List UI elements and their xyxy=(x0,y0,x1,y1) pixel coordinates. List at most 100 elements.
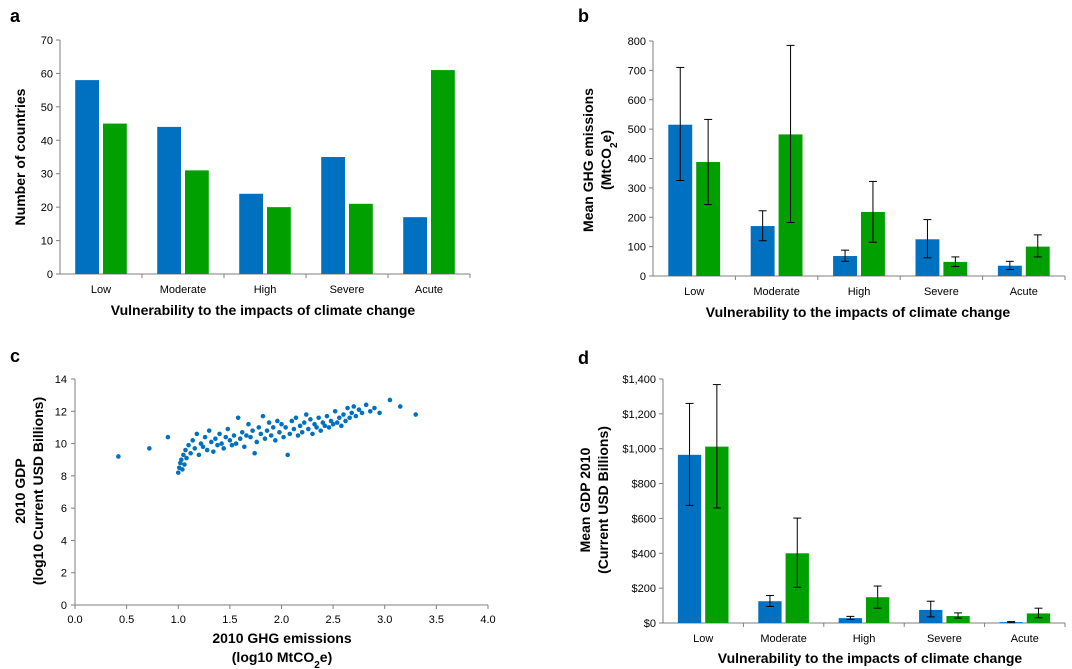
chart-a-bar xyxy=(239,193,263,274)
chart-c-point xyxy=(262,436,268,442)
chart-d-bar xyxy=(838,618,862,623)
chart-b-ytick-label: 700 xyxy=(628,65,646,77)
chart-c-point xyxy=(268,433,274,438)
chart-c-point xyxy=(242,444,247,450)
chart-a-bar xyxy=(403,217,427,274)
chart-c-point xyxy=(279,421,284,427)
chart-d-bar xyxy=(705,446,729,623)
chart-c-point xyxy=(283,425,288,430)
chart-c-point xyxy=(318,428,324,433)
chart-d-xtick-label: Severe xyxy=(927,633,962,645)
chart-a-xtick-label: High xyxy=(254,284,277,296)
chart-b-bar xyxy=(861,211,885,276)
chart-c-ytick-label: 8 xyxy=(61,471,67,483)
chart-c-ytick-label: 10 xyxy=(55,439,67,451)
chart-a-xlabel: Vulnerability to the impacts of climate … xyxy=(111,302,416,318)
chart-c-point xyxy=(330,421,336,427)
chart-d-xtick-label: High xyxy=(853,633,876,645)
panel-label-d: d xyxy=(578,348,589,368)
chart-c-ytick-label: 14 xyxy=(55,374,67,386)
chart-c-point xyxy=(297,423,303,429)
chart-c-point xyxy=(235,415,241,421)
chart-a-xtick-label: Moderate xyxy=(160,284,206,296)
chart-b-xtick-label: Moderate xyxy=(753,286,799,298)
chart-c-point xyxy=(165,434,171,440)
chart-c-xtick-label: 1.5 xyxy=(222,614,237,626)
chart-d-ytick-label: $1,200 xyxy=(622,409,656,421)
chart-a-bar xyxy=(349,203,373,274)
chart-c-point xyxy=(275,418,280,424)
chart-d-ytick-label: $200 xyxy=(632,583,656,595)
panel-label-a: a xyxy=(10,6,21,26)
chart-d-ytick-label: $0 xyxy=(644,618,656,630)
chart-b-bar xyxy=(1025,246,1050,276)
chart-c-ylabel: 2010 GDP xyxy=(12,458,28,523)
chart-b-ytick-label: 800 xyxy=(628,36,646,48)
chart-a-bar xyxy=(157,126,181,275)
chart-a-xtick-label: Severe xyxy=(330,284,365,296)
chart-c-point xyxy=(372,405,377,411)
chart-c-point xyxy=(254,439,260,445)
chart-d-ytick-label: $1,000 xyxy=(622,444,656,456)
chart-d-ytick-label: $1,400 xyxy=(622,374,656,386)
chart-a-ytick-label: 30 xyxy=(41,169,53,181)
chart-a-bar xyxy=(321,157,345,274)
chart-d-ytick-label: $600 xyxy=(632,513,656,525)
chart-c-ytick-label: 12 xyxy=(55,406,67,418)
chart-c-point xyxy=(200,444,206,450)
chart-c-point xyxy=(287,431,293,437)
chart-c-ytick-label: 6 xyxy=(61,503,67,515)
chart-c-point xyxy=(306,426,311,432)
chart-c-point xyxy=(301,420,307,425)
chart-a-bar xyxy=(185,170,209,274)
chart-c-point xyxy=(397,404,403,409)
chart-c-point xyxy=(326,425,332,430)
chart-d-ytick-label: $800 xyxy=(632,479,656,491)
chart-b-ytick-label: 100 xyxy=(628,242,646,254)
chart-c-point xyxy=(387,397,393,403)
chart-a-xtick-label: Low xyxy=(91,284,111,296)
chart-c-point xyxy=(227,438,233,443)
chart-d-xlabel: Vulnerability to the impacts of climate … xyxy=(718,650,1023,666)
chart-b-ytick-label: 200 xyxy=(628,212,646,224)
chart-d-bar xyxy=(677,454,702,623)
chart-c-xtick-label: 1.0 xyxy=(171,614,186,626)
chart-c-point xyxy=(192,446,198,451)
chart-c-point xyxy=(377,410,382,416)
chart-d-bar xyxy=(758,601,782,623)
chart-c-point xyxy=(225,426,231,432)
chart-c-point xyxy=(188,450,193,456)
chart-c-point xyxy=(233,441,239,446)
chart-c-point xyxy=(179,457,184,463)
chart-c-point xyxy=(303,412,309,417)
chart-c-point xyxy=(213,436,218,442)
chart-c-point xyxy=(186,442,191,448)
chart-d-xtick-label: Acute xyxy=(1011,633,1039,645)
chart-c-point xyxy=(285,452,290,458)
chart-c-point xyxy=(204,447,210,453)
chart-d-bar xyxy=(785,553,809,623)
chart-c-point xyxy=(184,455,189,461)
chart-c-point xyxy=(343,418,348,424)
chart-c-point xyxy=(208,439,214,445)
chart-c-point xyxy=(347,415,352,421)
chart-a-ytick-label: 0 xyxy=(47,269,53,281)
chart-b-ytick-label: 0 xyxy=(640,271,646,283)
chart-b-xtick-label: High xyxy=(848,286,871,298)
chart-a-bar xyxy=(267,207,291,274)
chart-d-bar xyxy=(946,616,970,623)
chart-b-bar xyxy=(696,162,721,276)
chart-c-point xyxy=(239,429,245,435)
chart-b-bar xyxy=(943,261,968,276)
chart-d-bar xyxy=(866,597,890,623)
chart-c-point xyxy=(310,431,315,437)
chart-c-point xyxy=(324,413,330,419)
chart-b: 0 100 200 300 400 500 600 700 800 Low Moderate High… xyxy=(628,36,1066,298)
chart-c-point xyxy=(334,420,340,425)
chart-c-point xyxy=(211,449,216,454)
chart-c-point xyxy=(223,434,229,440)
chart-c-ytick-label: 2 xyxy=(61,568,67,580)
chart-c-point xyxy=(349,410,355,416)
chart-b-xtick-label: Acute xyxy=(1010,286,1038,298)
chart-c-point xyxy=(293,415,299,421)
